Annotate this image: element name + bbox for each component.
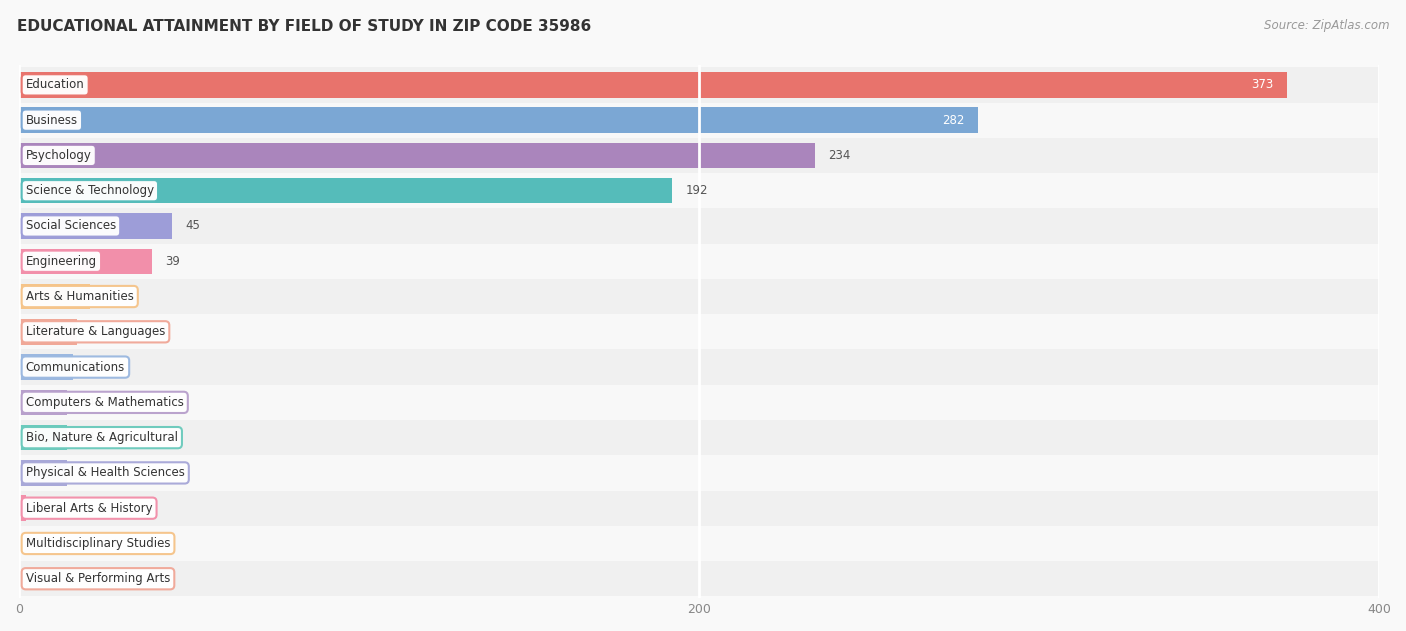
Bar bbox=[20, 420, 1379, 456]
Text: Visual & Performing Arts: Visual & Performing Arts bbox=[25, 572, 170, 585]
Bar bbox=[20, 460, 66, 486]
Text: Science & Technology: Science & Technology bbox=[25, 184, 153, 198]
Text: 192: 192 bbox=[686, 184, 709, 198]
Bar bbox=[20, 314, 1379, 350]
Text: EDUCATIONAL ATTAINMENT BY FIELD OF STUDY IN ZIP CODE 35986: EDUCATIONAL ATTAINMENT BY FIELD OF STUDY… bbox=[17, 19, 591, 34]
Text: 0: 0 bbox=[32, 537, 39, 550]
Bar bbox=[20, 244, 1379, 279]
Bar bbox=[20, 143, 814, 168]
Text: Physical & Health Sciences: Physical & Health Sciences bbox=[25, 466, 184, 480]
Text: Social Sciences: Social Sciences bbox=[25, 220, 117, 232]
Bar bbox=[20, 390, 66, 415]
Text: 45: 45 bbox=[186, 220, 201, 232]
Bar bbox=[20, 284, 90, 309]
Bar bbox=[20, 526, 1379, 561]
Text: 0: 0 bbox=[32, 572, 39, 585]
Bar bbox=[20, 319, 77, 345]
Bar bbox=[20, 178, 672, 203]
Text: Psychology: Psychology bbox=[25, 149, 91, 162]
Text: Liberal Arts & History: Liberal Arts & History bbox=[25, 502, 152, 515]
Text: Education: Education bbox=[25, 78, 84, 91]
Text: Computers & Mathematics: Computers & Mathematics bbox=[25, 396, 184, 409]
Text: 234: 234 bbox=[828, 149, 851, 162]
Text: 16: 16 bbox=[87, 360, 103, 374]
Bar bbox=[20, 355, 73, 380]
Bar bbox=[20, 495, 25, 521]
Bar bbox=[20, 102, 1379, 138]
Text: Communications: Communications bbox=[25, 360, 125, 374]
Bar bbox=[20, 68, 1379, 102]
Text: Source: ZipAtlas.com: Source: ZipAtlas.com bbox=[1264, 19, 1389, 32]
Bar bbox=[20, 279, 1379, 314]
Text: Bio, Nature & Agricultural: Bio, Nature & Agricultural bbox=[25, 431, 177, 444]
Bar bbox=[20, 490, 1379, 526]
Text: 21: 21 bbox=[104, 290, 120, 303]
Text: 14: 14 bbox=[80, 431, 96, 444]
Bar bbox=[20, 173, 1379, 208]
Bar bbox=[20, 72, 1288, 98]
Bar bbox=[20, 138, 1379, 173]
Bar bbox=[20, 561, 1379, 596]
Text: Business: Business bbox=[25, 114, 77, 127]
Text: Multidisciplinary Studies: Multidisciplinary Studies bbox=[25, 537, 170, 550]
Bar bbox=[20, 425, 66, 451]
Text: 14: 14 bbox=[80, 466, 96, 480]
Bar bbox=[20, 350, 1379, 385]
Text: 282: 282 bbox=[942, 114, 965, 127]
Bar bbox=[20, 385, 1379, 420]
Bar bbox=[20, 249, 152, 274]
Bar bbox=[20, 107, 977, 133]
Bar bbox=[20, 213, 172, 239]
Bar bbox=[20, 456, 1379, 490]
Text: 17: 17 bbox=[90, 326, 105, 338]
Text: 373: 373 bbox=[1251, 78, 1274, 91]
Text: 2: 2 bbox=[39, 502, 46, 515]
Text: Arts & Humanities: Arts & Humanities bbox=[25, 290, 134, 303]
Text: 14: 14 bbox=[80, 396, 96, 409]
Text: Engineering: Engineering bbox=[25, 255, 97, 268]
Text: Literature & Languages: Literature & Languages bbox=[25, 326, 165, 338]
Bar bbox=[20, 208, 1379, 244]
Text: 39: 39 bbox=[166, 255, 180, 268]
